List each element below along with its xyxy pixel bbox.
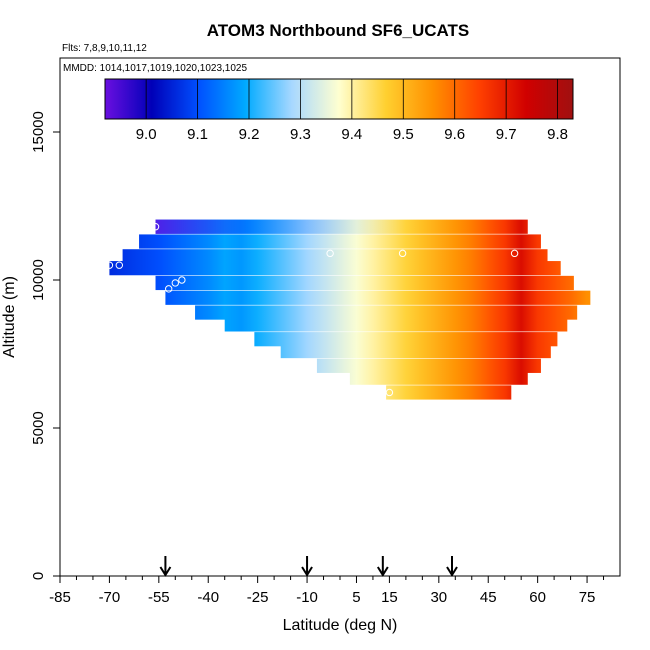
- profile-band: [109, 261, 561, 276]
- x-tick-label: -55: [148, 589, 170, 606]
- y-tick-label: 0: [30, 572, 47, 580]
- x-tick-label: -85: [49, 589, 71, 606]
- colorbar-tick-label: 9.8: [547, 126, 568, 143]
- observation-point: [326, 249, 334, 258]
- x-tick-label: 15: [381, 589, 398, 606]
- observation-point: [385, 388, 394, 397]
- x-tick-label: 60: [529, 589, 546, 606]
- profile-band: [280, 343, 551, 359]
- profile-band: [349, 370, 528, 385]
- profile-band: [224, 317, 568, 332]
- profile-band: [155, 275, 574, 291]
- colorbar-tick-label: 9.4: [341, 126, 362, 143]
- plot-area: [105, 219, 591, 577]
- x-tick-label: 45: [480, 589, 497, 606]
- profile-band: [195, 305, 578, 320]
- flight-arrow: [159, 556, 172, 577]
- x-tick-label: 30: [430, 589, 447, 606]
- x-tick-label: -25: [247, 589, 269, 606]
- profile-band: [386, 385, 512, 400]
- profile-band: [139, 234, 541, 249]
- x-tick-label: 5: [352, 589, 360, 606]
- profile-band: [316, 358, 541, 373]
- x-tick-label: -40: [197, 589, 219, 606]
- observation-point: [165, 285, 173, 293]
- profile-band: [122, 249, 548, 264]
- colorbar-tick-label: 9.0: [136, 126, 157, 143]
- observation-point: [115, 261, 123, 269]
- colorbar-bar: [104, 78, 574, 120]
- y-tick-label: 5000: [30, 411, 47, 444]
- observation-point: [398, 249, 407, 258]
- observation-point: [178, 276, 186, 284]
- x-axis-label: Latitude (deg N): [283, 617, 398, 634]
- axes: -85 -70 -55 -40 -25 -10 5 15 30 45 60 75 0 5000 10000 1…: [30, 111, 605, 606]
- colorbar-tick-label: 9.2: [239, 126, 260, 143]
- x-tick-label: -70: [99, 589, 121, 606]
- colorbar-tick-label: 9.7: [496, 126, 517, 143]
- y-tick-label: 15000: [30, 111, 47, 153]
- y-tick-label: 10000: [30, 259, 47, 301]
- flight-arrow: [376, 556, 389, 577]
- flight-arrow: [446, 556, 458, 577]
- colorbar: 9.0 9.1 9.2 9.3 9.4 9.5 9.6 9.7 9.8: [104, 78, 574, 143]
- profile-band: [254, 332, 558, 347]
- flight-arrow: [301, 556, 313, 577]
- colorbar-tick-label: 9.3: [290, 126, 311, 143]
- observation-point: [171, 279, 179, 287]
- observation-point: [105, 261, 114, 269]
- x-tick-label: 75: [579, 589, 596, 606]
- y-axis-label: Altitude (m): [1, 276, 18, 358]
- colorbar-tick-label: 9.5: [393, 126, 414, 143]
- x-tick-label: -10: [296, 589, 318, 606]
- profile-band: [155, 219, 406, 234]
- colorbar-tick-label: 9.6: [444, 126, 465, 143]
- observation-point: [510, 249, 519, 258]
- observation-point: [151, 223, 160, 231]
- profile-band: [165, 290, 591, 305]
- chart-title: ATOM3 Northbound SF6_UCATS: [207, 21, 470, 40]
- flights-label: Flts: 7,8,9,10,11,12: [62, 43, 147, 54]
- dates-label: MMDD: 1014,1017,1019,1020,1023,1025: [63, 63, 247, 74]
- colorbar-tick-label: 9.1: [187, 126, 208, 143]
